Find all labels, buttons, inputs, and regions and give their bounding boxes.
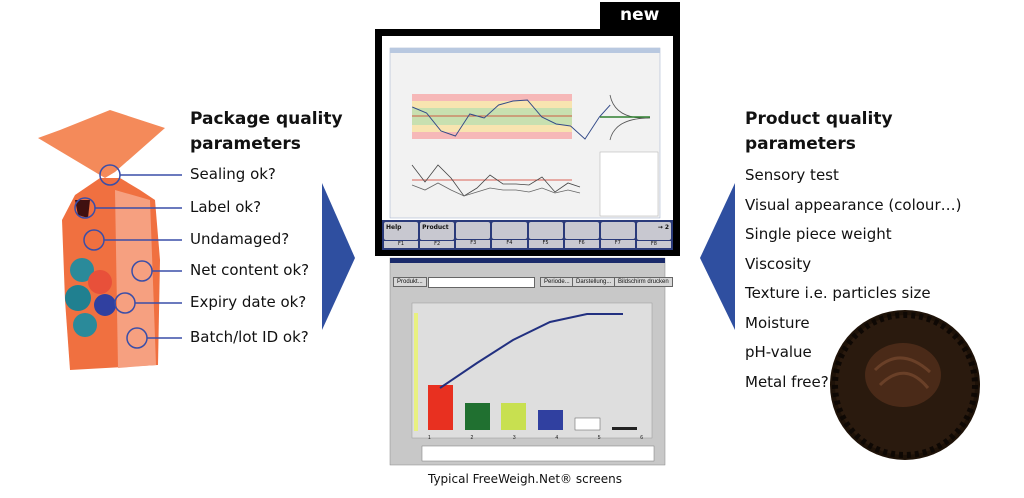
bar-axis-labels: 1 2 3 4 5 6	[428, 435, 643, 441]
title-line: parameters	[190, 134, 301, 154]
package-item: Expiry date ok?	[190, 293, 307, 311]
fkey-label: F2	[420, 241, 455, 248]
bar-4	[538, 410, 563, 430]
package-item: Batch/lot ID ok?	[190, 328, 309, 346]
softkey-label	[456, 222, 491, 239]
bar-label: 6	[640, 435, 643, 441]
print-screen-button[interactable]: Bildschirm drucken	[614, 277, 673, 287]
title-line: parameters	[745, 134, 856, 154]
fkey-label: F1	[384, 241, 419, 248]
softkey-label	[492, 222, 527, 239]
fkey-label: F8	[636, 241, 671, 248]
softkey-label: Product	[420, 222, 455, 240]
fkey-label: F6	[564, 239, 599, 248]
softkey-f5[interactable]: F5	[528, 222, 563, 248]
periode-button[interactable]: Periode...	[540, 277, 574, 287]
product-field[interactable]	[428, 277, 535, 288]
bar-6	[612, 427, 637, 430]
softkey-f7[interactable]: F7	[600, 222, 635, 248]
bar-3	[501, 403, 526, 430]
new-badge: new	[620, 5, 660, 25]
softkey-label: Help	[384, 222, 419, 240]
softkey-row: Help F1 Product F2 F3 F4 F5 F6 F7 → 2 F8	[384, 222, 671, 248]
softkey-label: → 2	[636, 222, 671, 240]
fkey-label: F5	[528, 239, 563, 248]
softkey-label	[528, 222, 563, 239]
new-badge-bg	[600, 2, 680, 32]
softkey-f2[interactable]: Product F2	[420, 222, 455, 248]
product-item: Viscosity	[745, 255, 812, 273]
softkey-f8[interactable]: → 2 F8	[636, 222, 671, 248]
softkey-f3[interactable]: F3	[456, 222, 491, 248]
softkey-f1[interactable]: Help F1	[384, 222, 419, 248]
bar-label: 4	[555, 435, 559, 441]
package-item: Undamaged?	[190, 230, 290, 248]
title-line: Package quality	[190, 109, 343, 129]
fkey-label: F3	[456, 239, 491, 248]
cumulative-line	[439, 313, 623, 389]
product-item: Moisture	[745, 314, 810, 332]
arrow-left-icon	[700, 183, 735, 330]
product-item: Single piece weight	[745, 225, 892, 243]
bar-label: 5	[597, 435, 601, 441]
product-item: Texture i.e. particles size	[745, 284, 931, 302]
softkey-label	[564, 222, 599, 239]
package-item: Net content ok?	[190, 261, 310, 279]
control-chart	[411, 94, 659, 217]
title-line: Product quality	[745, 109, 893, 129]
package-bag-image	[38, 110, 165, 370]
package-item: Label ok?	[190, 198, 262, 216]
package-item: Sealing ok?	[190, 165, 276, 183]
softkey-f6[interactable]: F6	[564, 222, 599, 248]
produkt-button[interactable]: Produkt...	[393, 277, 427, 287]
arrow-right-icon	[322, 183, 355, 330]
chocolate-image	[830, 310, 980, 460]
bar-label: 1	[428, 435, 431, 441]
pareto-chart	[428, 313, 637, 431]
fkey-label: F4	[492, 239, 527, 248]
product-item: Metal free?	[745, 373, 829, 391]
product-title: Product quality parameters	[745, 107, 893, 157]
darstellung-button[interactable]: Darstellung...	[572, 277, 616, 287]
fkey-label: F7	[600, 239, 635, 248]
product-item: Visual appearance (colour…)	[745, 196, 962, 214]
callout-lines	[74, 164, 182, 349]
product-item: Sensory test	[745, 166, 839, 184]
bar-2	[465, 403, 490, 430]
bar-label: 3	[512, 435, 516, 441]
bar-1	[428, 385, 453, 430]
product-item: pH-value	[745, 343, 812, 361]
package-title: Package quality parameters	[190, 107, 343, 157]
caption: Typical FreeWeigh.Net® screens	[427, 472, 622, 486]
bar-label: 2	[470, 435, 474, 441]
softkey-label	[600, 222, 635, 239]
softkey-f4[interactable]: F4	[492, 222, 527, 248]
bar-5	[574, 417, 601, 431]
